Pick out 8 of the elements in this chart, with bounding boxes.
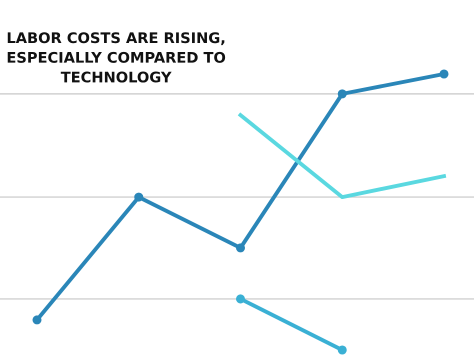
chart-title: LABOR COSTS ARE RISING, ESPECIALLY COMPARED TO TECHNOLOGY — [8, 32, 226, 83]
point — [338, 345, 347, 355]
point — [236, 294, 246, 304]
point — [134, 192, 144, 202]
point — [439, 69, 449, 79]
point — [236, 243, 246, 252]
point — [32, 315, 42, 324]
point — [338, 89, 347, 98]
